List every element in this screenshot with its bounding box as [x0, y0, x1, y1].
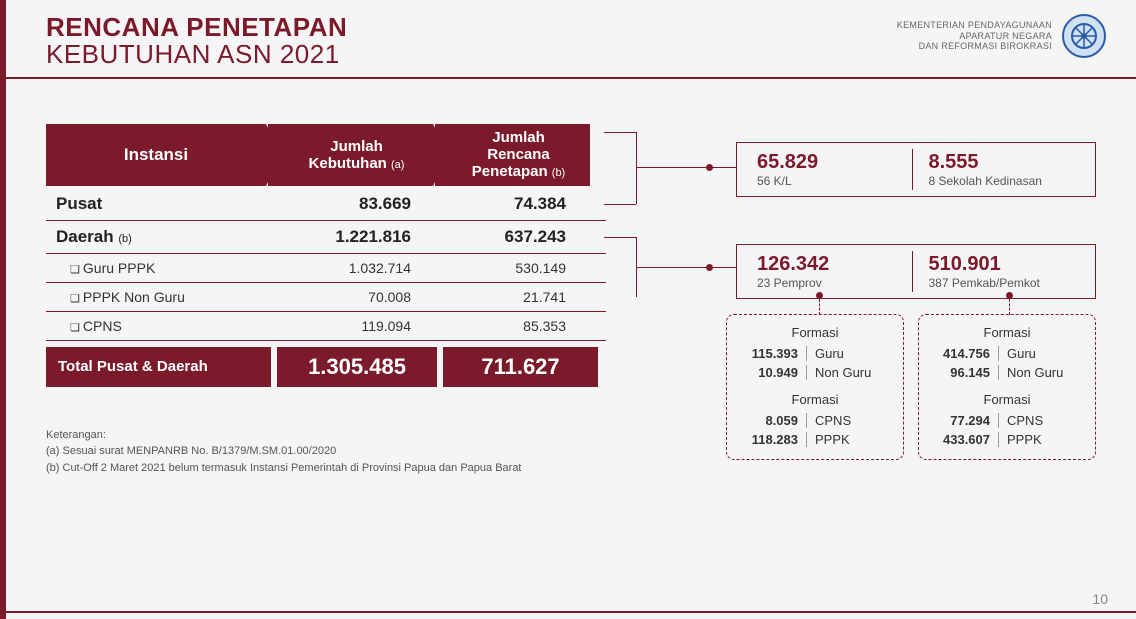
row-pusat: Pusat 83.669 74.384 [46, 188, 606, 221]
value: 126.342 [757, 253, 904, 276]
formasi-row: 414.756Guru [931, 344, 1083, 363]
connector-line [604, 204, 636, 205]
label: 387 Pemkab/Pemkot [929, 276, 1076, 290]
tab-instansi-label: Instansi [124, 145, 188, 165]
tab-penetapan-l2: Rencana [487, 146, 550, 163]
cell-pusat-kebutuhan: 83.669 [271, 194, 431, 214]
formasi-row: 118.283PPPK [739, 430, 891, 449]
tab-penetapan-l1: Jumlah [492, 129, 545, 146]
row-nonguru: PPPK Non Guru 70.008 21.741 [46, 283, 606, 312]
formasi-pemkab: Formasi 414.756Guru 96.145Non Guru Forma… [918, 314, 1096, 460]
cell-cpns-penetapan: 85.353 [431, 318, 586, 334]
label: 23 Pemprov [757, 276, 904, 290]
right-panel: 65.829 56 K/L 8.555 8 Sekolah Kedinasan … [626, 124, 1111, 477]
cell-daerah-penetapan: 637.243 [431, 227, 586, 247]
breakdown-daerah: 126.342 23 Pemprov 510.901 387 Pemkab/Pe… [736, 244, 1096, 299]
cell-guru-penetapan: 530.149 [431, 260, 586, 276]
formasi-pemprov: Formasi 115.393Guru 10.949Non Guru Forma… [726, 314, 904, 460]
total-row: Total Pusat & Daerah 1.305.485 711.627 [46, 347, 606, 387]
keterangan: Keterangan: (a) Sesuai surat MENPANRB No… [46, 427, 606, 477]
total-kebutuhan: 1.305.485 [277, 347, 437, 387]
tab-penetapan: Jumlah Rencana Penetapan (b) [435, 124, 590, 186]
bottom-rule [6, 611, 1136, 613]
breakdown-daerah-pemprov: 126.342 23 Pemprov [749, 251, 912, 292]
org-line-1: KEMENTERIAN PENDAYAGUNAAN [897, 20, 1052, 31]
formasi-heading: Formasi [739, 325, 891, 340]
connector-line [604, 237, 636, 238]
org-logo-icon [1062, 14, 1106, 58]
left-panel: Instansi Jumlah Kebutuhan (a) Jumlah Ren… [46, 124, 606, 477]
connector-line [636, 167, 736, 168]
connector-line [636, 132, 637, 204]
value: 8.555 [929, 151, 1076, 174]
connector-dot [1006, 292, 1013, 299]
formasi-row: 96.145Non Guru [931, 363, 1083, 382]
connector-line [1009, 299, 1010, 315]
cell-pusat-label: Pusat [46, 194, 271, 214]
org-block: KEMENTERIAN PENDAYAGUNAAN APARATUR NEGAR… [897, 14, 1106, 58]
connector-dot [816, 292, 823, 299]
formasi-row: 433.607PPPK [931, 430, 1083, 449]
formasi-row: 10.949Non Guru [739, 363, 891, 382]
cell-guru-label: Guru PPPK [46, 260, 271, 276]
row-cpns: CPNS 119.094 85.353 [46, 312, 606, 341]
total-label: Total Pusat & Daerah [46, 347, 271, 387]
keterangan-a: (a) Sesuai surat MENPANRB No. B/1379/M.S… [46, 443, 606, 460]
keterangan-b: (b) Cut-Off 2 Maret 2021 belum termasuk … [46, 460, 606, 477]
keterangan-title: Keterangan: [46, 427, 606, 444]
cell-nonguru-kebutuhan: 70.008 [271, 289, 431, 305]
formasi-heading: Formasi [931, 392, 1083, 407]
connector-line [636, 267, 736, 268]
breakdown-pusat-sekolah: 8.555 8 Sekolah Kedinasan [912, 149, 1084, 190]
connector-line [636, 237, 637, 297]
org-line-2: APARATUR NEGARA [897, 31, 1052, 42]
tab-instansi: Instansi [46, 124, 266, 186]
formasi-heading: Formasi [931, 325, 1083, 340]
tab-kebutuhan-l1: Jumlah [330, 138, 383, 155]
org-text: KEMENTERIAN PENDAYAGUNAAN APARATUR NEGAR… [897, 20, 1052, 52]
total-penetapan: 711.627 [443, 347, 598, 387]
breakdown-pusat: 65.829 56 K/L 8.555 8 Sekolah Kedinasan [736, 142, 1096, 197]
formasi-wrap: Formasi 115.393Guru 10.949Non Guru Forma… [726, 314, 1096, 460]
title-line-2: KEBUTUHAN ASN 2021 [46, 41, 347, 68]
breakdown-daerah-pemkab: 510.901 387 Pemkab/Pemkot [912, 251, 1084, 292]
org-line-3: DAN REFORMASI BIROKRASI [897, 41, 1052, 52]
formasi-row: 77.294CPNS [931, 411, 1083, 430]
row-guru: Guru PPPK 1.032.714 530.149 [46, 254, 606, 283]
value: 510.901 [929, 253, 1076, 276]
formasi-row: 8.059CPNS [739, 411, 891, 430]
table-header-tabs: Instansi Jumlah Kebutuhan (a) Jumlah Ren… [46, 124, 606, 186]
row-daerah: Daerah (b) 1.221.816 637.243 [46, 221, 606, 254]
table-body: Pusat 83.669 74.384 Daerah (b) 1.221.816… [46, 188, 606, 341]
value: 65.829 [757, 151, 904, 174]
cell-daerah-label: Daerah (b) [46, 227, 271, 247]
cell-nonguru-penetapan: 21.741 [431, 289, 586, 305]
tab-penetapan-l3: Penetapan (b) [472, 163, 565, 180]
cell-nonguru-label: PPPK Non Guru [46, 289, 271, 305]
title-line-1: RENCANA PENETAPAN [46, 14, 347, 41]
cell-cpns-kebutuhan: 119.094 [271, 318, 431, 334]
label: 56 K/L [757, 174, 904, 188]
formasi-heading: Formasi [739, 392, 891, 407]
label: 8 Sekolah Kedinasan [929, 174, 1076, 188]
connector-line [604, 132, 636, 133]
cell-guru-kebutuhan: 1.032.714 [271, 260, 431, 276]
title-block: RENCANA PENETAPAN KEBUTUHAN ASN 2021 [46, 14, 347, 69]
cell-daerah-kebutuhan: 1.221.816 [271, 227, 431, 247]
tab-kebutuhan-l2: Kebutuhan (a) [309, 155, 405, 172]
breakdown-pusat-kl: 65.829 56 K/L [749, 149, 912, 190]
connector-line [819, 299, 820, 315]
main: Instansi Jumlah Kebutuhan (a) Jumlah Ren… [6, 79, 1136, 487]
cell-pusat-penetapan: 74.384 [431, 194, 586, 214]
cell-cpns-label: CPNS [46, 318, 271, 334]
formasi-row: 115.393Guru [739, 344, 891, 363]
tab-kebutuhan: Jumlah Kebutuhan (a) [268, 124, 433, 186]
header: RENCANA PENETAPAN KEBUTUHAN ASN 2021 KEM… [6, 0, 1136, 79]
page-number: 10 [1092, 591, 1108, 607]
